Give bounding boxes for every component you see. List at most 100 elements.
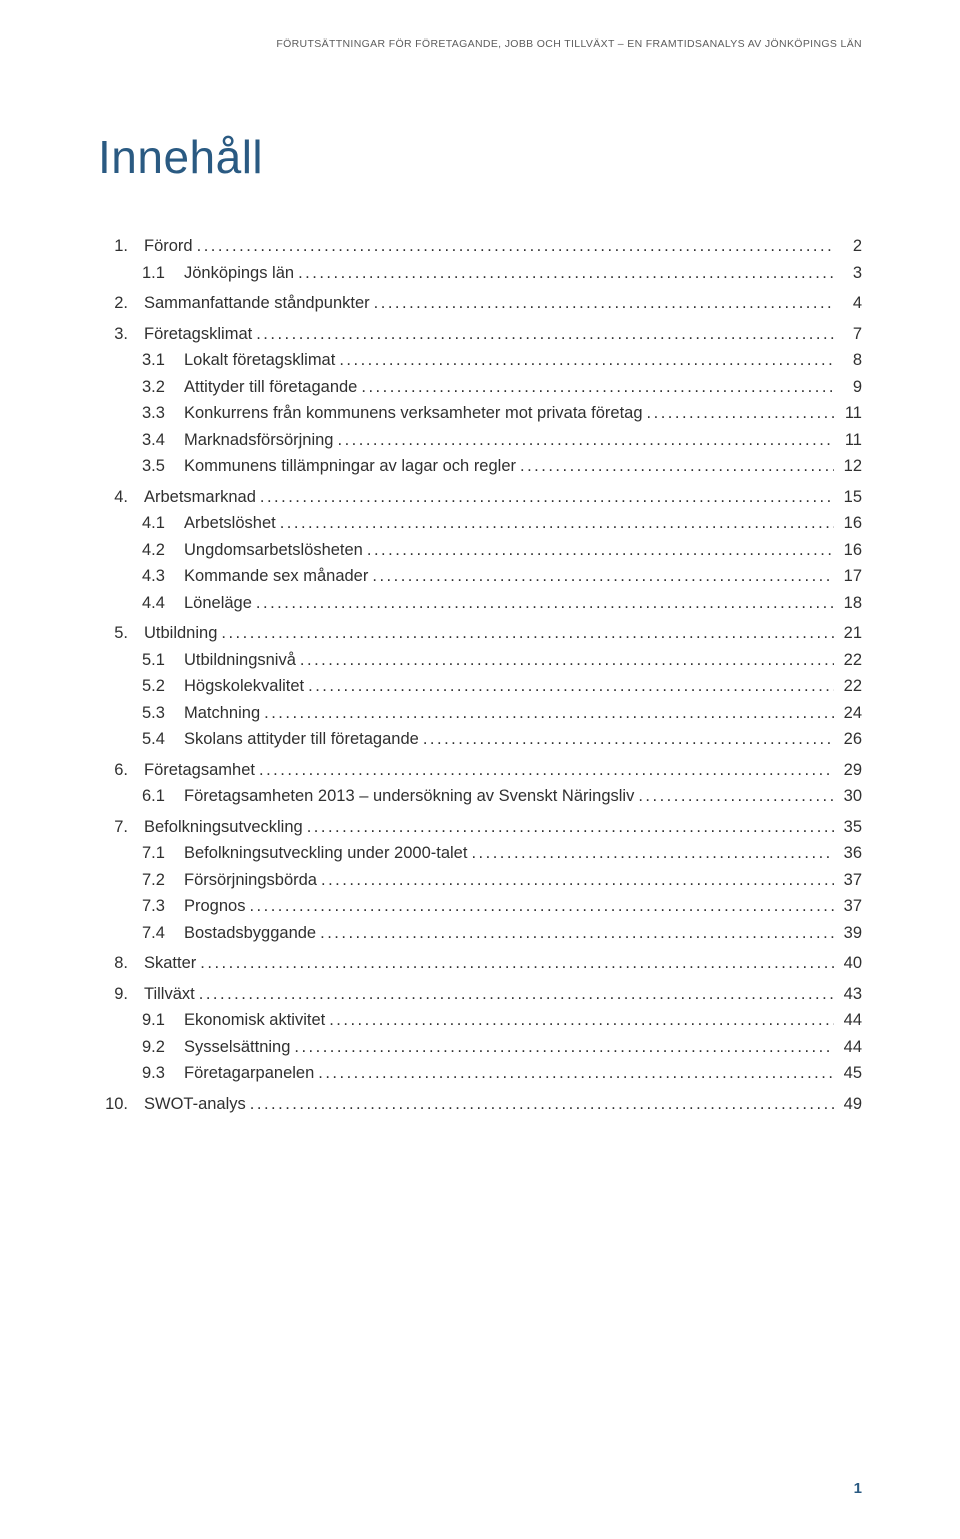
toc-entry: 6.1 Företagsamheten 2013 – undersökning a… [98, 788, 862, 805]
toc-entry-label: Ungdomsarbetslösheten [184, 542, 363, 559]
toc-entry-label: Skatter [144, 955, 196, 972]
toc-entry-number: 5.3 [142, 705, 172, 722]
toc-leader-dots [199, 986, 834, 1003]
toc-entry-label: Skolans attityder till företagande [184, 731, 419, 748]
toc-entry-page: 7 [838, 326, 862, 343]
toc-entry-number: 7. [98, 819, 128, 836]
toc-entry-label: Kommunens tillämpningar av lagar och reg… [184, 458, 516, 475]
toc-entry-number: 5.2 [142, 678, 172, 695]
toc-entry-label: Befolkningsutveckling [144, 819, 303, 836]
toc-entry: 5.4Skolans attityder till företagande26 [98, 731, 862, 748]
toc-entry: 4.1Arbetslöshet16 [98, 515, 862, 532]
toc-entry-page: 3 [838, 265, 862, 282]
toc-entry-page: 44 [838, 1012, 862, 1029]
toc-entry-number: 3.2 [142, 379, 172, 396]
toc-entry-number: 9.3 [142, 1065, 172, 1082]
toc-entry: 4.2 Ungdomsarbetslösheten 16 [98, 542, 862, 559]
toc-entry-label: Företagarpanelen [184, 1065, 314, 1082]
toc-leader-dots [361, 379, 834, 396]
toc-entry: 1.1 Jönköpings län 3 [98, 265, 862, 282]
toc-entry-page: 9 [838, 379, 862, 396]
toc-entry-number: 5.4 [142, 731, 172, 748]
toc-entry: 3.5 Kommunens tillämpningar av lagar och … [98, 458, 862, 475]
toc-entry: 3.3 Konkurrens från kommunens verksamhete… [98, 405, 862, 422]
toc-entry-label: Löneläge [184, 595, 252, 612]
toc-entry-label: Attityder till företagande [184, 379, 357, 396]
toc-entry-label: Arbetslöshet [184, 515, 276, 532]
toc-entry: 7.1Befolkningsutveckling under 2000-tale… [98, 845, 862, 862]
toc-leader-dots [221, 625, 834, 642]
toc-entry-label: Ekonomisk aktivitet [184, 1012, 325, 1029]
toc-entry-page: 12 [838, 458, 862, 475]
toc-entry-number: 6. [98, 762, 128, 779]
toc-leader-dots [329, 1012, 834, 1029]
toc-entry: 10.SWOT-analys49 [98, 1096, 862, 1113]
toc-entry-label: Förord [144, 238, 193, 255]
toc-entry: 9.1 Ekonomisk aktivitet 44 [98, 1012, 862, 1029]
toc-entry-label: Företagsamheten 2013 – undersökning av S… [184, 788, 634, 805]
toc-entry-label: SWOT-analys [144, 1096, 246, 1113]
toc-entry-number: 7.3 [142, 898, 172, 915]
toc-leader-dots [337, 432, 834, 449]
toc-leader-dots [320, 925, 834, 942]
toc-entry-number: 6.1 [142, 788, 172, 805]
toc-entry-label: Utbildning [144, 625, 217, 642]
toc-entry-page: 44 [838, 1039, 862, 1056]
toc-entry-number: 9.2 [142, 1039, 172, 1056]
toc-leader-dots [259, 762, 834, 779]
toc-entry-page: 40 [838, 955, 862, 972]
toc-entry-number: 4. [98, 489, 128, 506]
toc-entry-label: Kommande sex månader [184, 568, 368, 585]
toc-entry-number: 1.1 [142, 265, 172, 282]
toc-entry: 1.Förord2 [98, 238, 862, 255]
toc-entry-label: Konkurrens från kommunens verksamheter m… [184, 405, 643, 422]
toc-entry-number: 10. [98, 1096, 128, 1113]
toc-entry-page: 30 [838, 788, 862, 805]
toc-entry-page: 37 [838, 898, 862, 915]
toc-entry-number: 7.1 [142, 845, 172, 862]
toc-entry: 5.3Matchning24 [98, 705, 862, 722]
toc-entry-number: 7.2 [142, 872, 172, 889]
toc-leader-dots [298, 265, 834, 282]
toc-entry: 4.3Kommande sex månader17 [98, 568, 862, 585]
toc-entry-page: 16 [838, 542, 862, 559]
toc-entry-number: 3.4 [142, 432, 172, 449]
toc-entry: 7. Befolkningsutveckling 35 [98, 819, 862, 836]
toc-entry-number: 3. [98, 326, 128, 343]
toc-leader-dots [294, 1039, 834, 1056]
toc-leader-dots [374, 295, 834, 312]
toc-entry-number: 3.5 [142, 458, 172, 475]
toc-entry: 3.2 Attityder till företagande 9 [98, 379, 862, 396]
toc-entry: 2.Sammanfattande ståndpunkter4 [98, 295, 862, 312]
toc-leader-dots [638, 788, 834, 805]
toc-leader-dots [367, 542, 834, 559]
toc-leader-dots [249, 898, 834, 915]
toc-leader-dots [250, 1096, 834, 1113]
toc-entry-label: Tillväxt [144, 986, 195, 1003]
toc-entry-page: 45 [838, 1065, 862, 1082]
toc-entry-page: 36 [838, 845, 862, 862]
toc-leader-dots [307, 819, 834, 836]
toc-entry-label: Försörjningsbörda [184, 872, 317, 889]
toc-leader-dots [256, 595, 834, 612]
toc-entry-page: 21 [838, 625, 862, 642]
toc-entry: 3.1Lokalt företagsklimat8 [98, 352, 862, 369]
toc-entry-number: 3.3 [142, 405, 172, 422]
toc-entry-number: 5.1 [142, 652, 172, 669]
toc-leader-dots [308, 678, 834, 695]
toc-entry-number: 7.4 [142, 925, 172, 942]
toc-entry-label: Sysselsättning [184, 1039, 290, 1056]
toc-leader-dots [471, 845, 834, 862]
toc-entry: 5.2Högskolekvalitet22 [98, 678, 862, 695]
toc-entry-page: 11 [838, 432, 862, 449]
toc-entry-page: 35 [838, 819, 862, 836]
toc-entry: 6.Företagsamhet29 [98, 762, 862, 779]
toc-entry-label: Marknadsförsörjning [184, 432, 333, 449]
toc-entry-label: Jönköpings län [184, 265, 294, 282]
toc-entry-number: 9.1 [142, 1012, 172, 1029]
toc-entry-page: 16 [838, 515, 862, 532]
toc-entry: 3.Företagsklimat7 [98, 326, 862, 343]
toc-entry-page: 2 [838, 238, 862, 255]
toc-entry-label: Företagsamhet [144, 762, 255, 779]
toc-entry-number: 4.2 [142, 542, 172, 559]
